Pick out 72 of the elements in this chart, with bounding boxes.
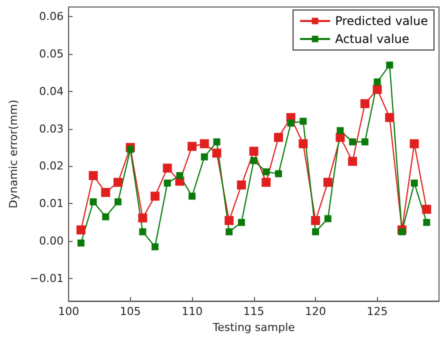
point xyxy=(164,180,171,187)
point xyxy=(336,127,344,134)
y-tick-label: −0.01 xyxy=(30,272,64,286)
point xyxy=(249,146,258,156)
y-tick-label: 0.04 xyxy=(39,84,64,98)
point xyxy=(385,113,394,122)
y-tick-label: 0.00 xyxy=(39,234,64,248)
point xyxy=(324,215,332,222)
point xyxy=(386,62,394,69)
point xyxy=(176,172,184,180)
x-tick-label: 120 xyxy=(305,305,326,318)
point xyxy=(224,216,234,226)
point xyxy=(250,157,258,164)
y-tick-label: 0.03 xyxy=(39,122,64,136)
point xyxy=(188,192,196,200)
point xyxy=(262,178,271,187)
point xyxy=(200,153,208,160)
y-axis-title: Dynamic error(mm) xyxy=(7,100,20,208)
point xyxy=(226,228,233,236)
point xyxy=(152,243,159,250)
x-tick-label: 125 xyxy=(366,305,388,318)
point xyxy=(287,120,294,127)
legend-label: Predicted value xyxy=(335,14,428,28)
point xyxy=(349,138,356,146)
point xyxy=(360,99,370,108)
point xyxy=(274,132,283,142)
legend-label: Actual value xyxy=(335,32,410,46)
point xyxy=(410,139,419,148)
point xyxy=(76,225,86,234)
point xyxy=(298,139,308,148)
point xyxy=(138,213,148,222)
point xyxy=(113,178,122,187)
point xyxy=(77,240,84,247)
point xyxy=(126,146,134,153)
point xyxy=(398,228,406,236)
point xyxy=(422,204,432,214)
point xyxy=(312,228,320,236)
point xyxy=(311,216,320,226)
y-tick-label: 0.05 xyxy=(39,47,64,60)
y-tick-label: 0.06 xyxy=(39,10,64,23)
point xyxy=(139,228,146,236)
point xyxy=(274,170,282,178)
point xyxy=(200,139,209,148)
x-tick-label: 100 xyxy=(58,305,80,318)
point xyxy=(238,218,245,226)
point xyxy=(374,78,381,86)
point xyxy=(101,188,110,197)
point xyxy=(348,156,358,166)
point xyxy=(150,192,160,201)
y-tick-label: 0.01 xyxy=(39,197,64,210)
point xyxy=(372,84,382,94)
point xyxy=(236,180,246,190)
point xyxy=(323,178,332,187)
point xyxy=(90,198,97,206)
x-axis-title: Testing sample xyxy=(212,321,296,334)
x-tick-label: 115 xyxy=(243,305,264,318)
x-tick-label: 110 xyxy=(182,305,203,318)
x-tick-label: 105 xyxy=(120,305,141,318)
point xyxy=(88,171,98,180)
point xyxy=(410,180,418,187)
point xyxy=(114,198,122,206)
point xyxy=(213,138,220,146)
point xyxy=(212,148,222,158)
point xyxy=(102,213,110,220)
point xyxy=(336,132,345,142)
y-tick-label: 0.02 xyxy=(39,160,64,173)
point xyxy=(423,218,430,226)
point xyxy=(188,142,197,151)
point xyxy=(262,168,270,176)
point xyxy=(361,138,368,146)
point xyxy=(162,164,172,173)
point xyxy=(300,118,307,125)
